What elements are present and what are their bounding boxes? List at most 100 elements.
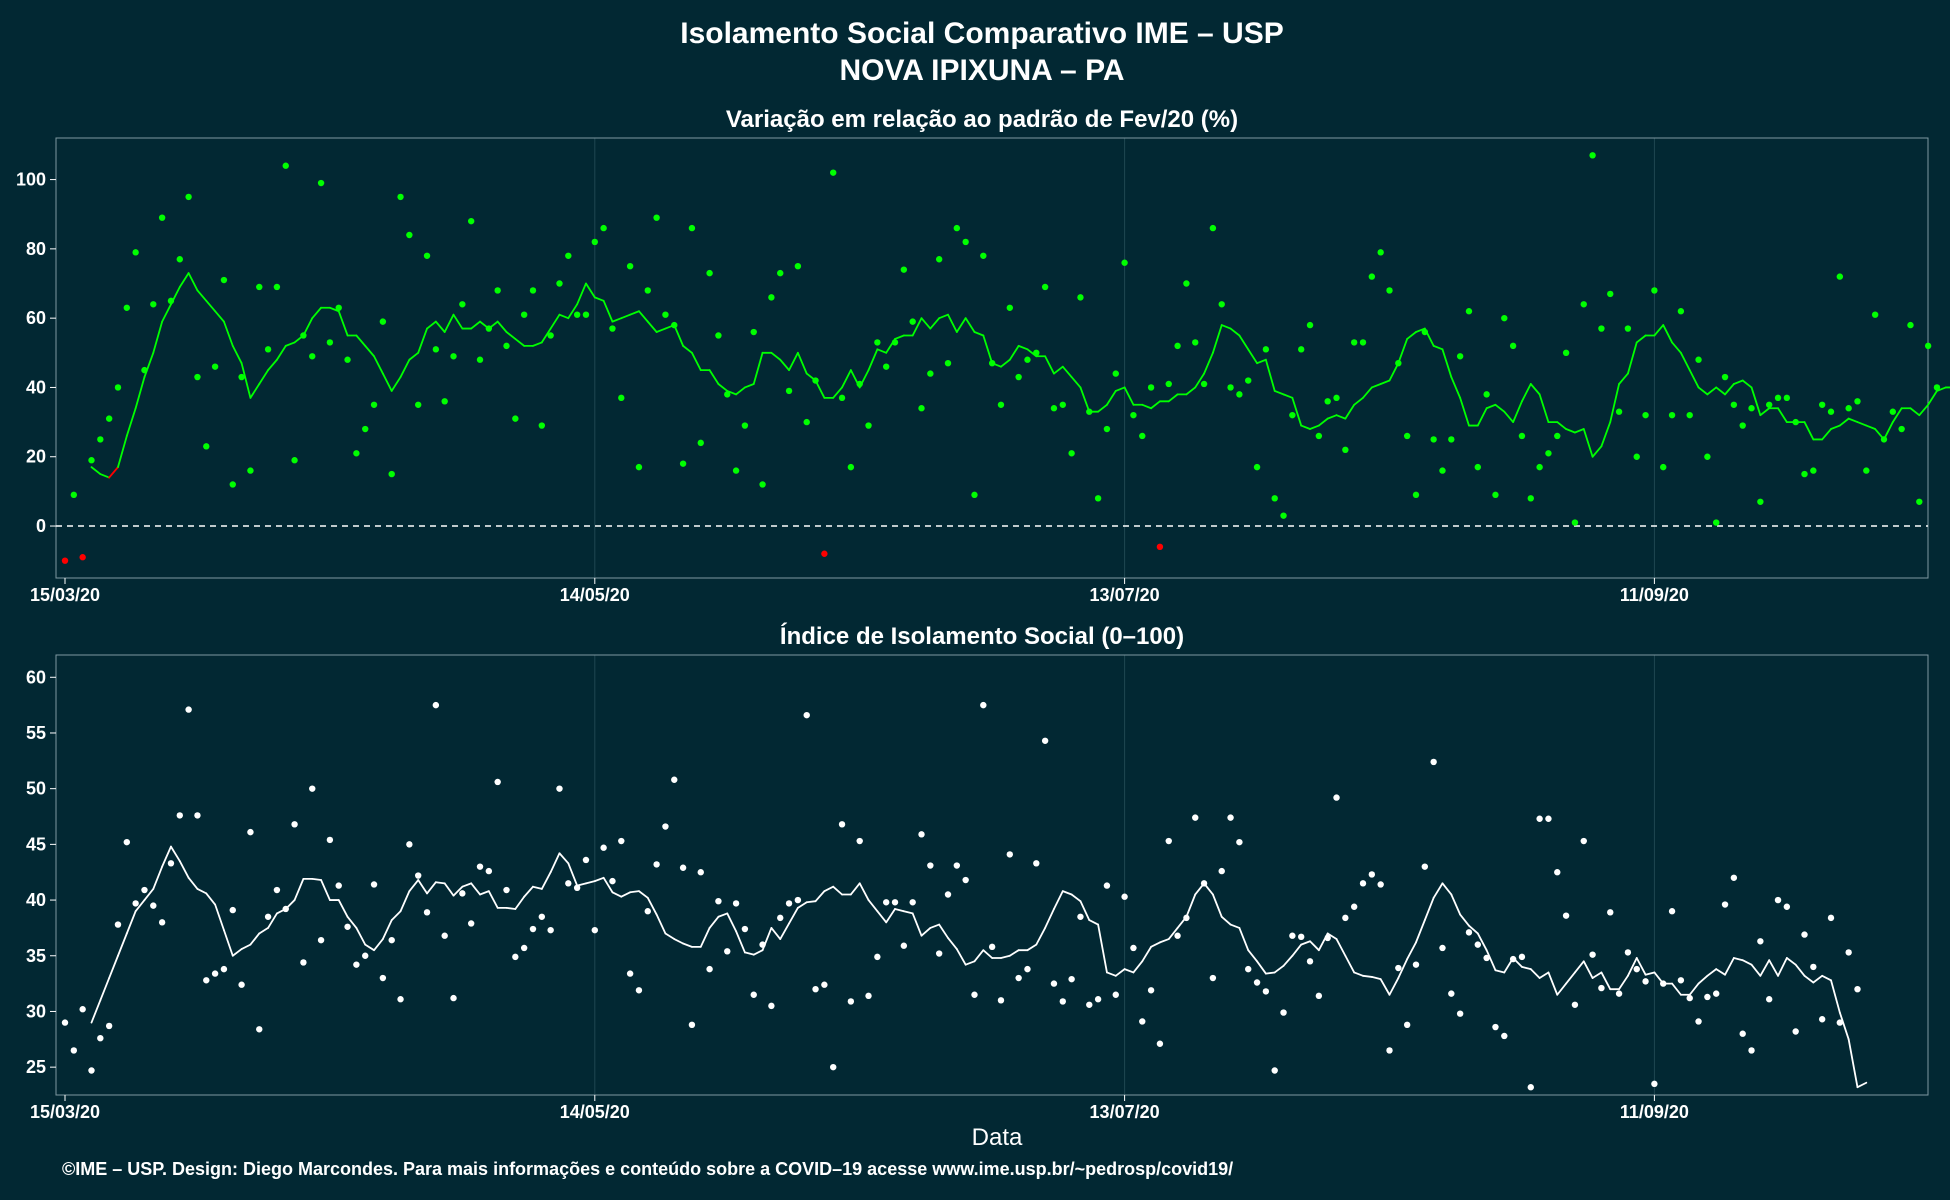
data-point bbox=[635, 987, 643, 994]
data-point bbox=[1342, 914, 1349, 922]
data-point bbox=[1377, 881, 1384, 888]
data-point bbox=[1589, 152, 1596, 159]
average-segment bbox=[1309, 424, 1320, 430]
data-point bbox=[1863, 467, 1870, 474]
average-segment bbox=[1803, 421, 1815, 441]
average-segment bbox=[117, 932, 128, 957]
data-point bbox=[679, 864, 687, 871]
data-point bbox=[724, 948, 731, 955]
data-point bbox=[1218, 301, 1225, 308]
data-point bbox=[362, 952, 369, 959]
average-segment bbox=[1635, 334, 1647, 344]
data-point bbox=[830, 169, 837, 176]
data-point bbox=[1474, 463, 1482, 471]
average-segment bbox=[1724, 383, 1735, 396]
data-point bbox=[1518, 432, 1526, 440]
data-point bbox=[1262, 988, 1270, 995]
average-segment bbox=[1309, 940, 1320, 952]
y-tick-label: 45 bbox=[26, 834, 46, 854]
x-tick-label: 11/09/20 bbox=[1620, 585, 1689, 605]
data-point bbox=[194, 373, 201, 381]
average-segment bbox=[1415, 919, 1426, 944]
data-point bbox=[1253, 463, 1261, 471]
average-segment bbox=[223, 320, 234, 347]
panel2-axes bbox=[50, 654, 1929, 1101]
average-segment bbox=[479, 890, 490, 896]
average-segment bbox=[1220, 324, 1232, 330]
average-segment bbox=[1273, 964, 1285, 974]
average-segment bbox=[187, 272, 199, 292]
data-point bbox=[1412, 961, 1420, 968]
average-segment bbox=[902, 910, 914, 915]
data-point bbox=[512, 953, 519, 961]
data-point bbox=[1827, 914, 1835, 922]
average-segment bbox=[1821, 428, 1832, 441]
average-segment bbox=[461, 882, 473, 888]
average-segment bbox=[894, 334, 905, 340]
data-point bbox=[503, 342, 510, 350]
average-segment bbox=[1150, 941, 1161, 948]
data-point bbox=[185, 706, 192, 713]
data-point bbox=[741, 422, 749, 429]
data-point bbox=[520, 311, 528, 318]
average-segment bbox=[1450, 893, 1462, 916]
average-segment bbox=[1406, 941, 1417, 961]
data-point bbox=[1854, 985, 1861, 993]
average-segment bbox=[284, 341, 296, 347]
data-point bbox=[759, 481, 766, 488]
average-segment bbox=[673, 324, 684, 347]
data-point bbox=[388, 470, 395, 478]
data-point bbox=[238, 981, 245, 988]
data-point bbox=[1624, 325, 1632, 332]
average-segment bbox=[1167, 927, 1179, 940]
average-segment bbox=[699, 927, 711, 948]
average-segment bbox=[1106, 390, 1117, 406]
data-point bbox=[1607, 909, 1614, 916]
average-segment bbox=[1335, 938, 1347, 957]
data-point bbox=[362, 425, 369, 433]
average-segment bbox=[1008, 949, 1020, 957]
data-point bbox=[891, 899, 899, 906]
data-point bbox=[1509, 955, 1517, 963]
data-point bbox=[247, 467, 254, 474]
data-point bbox=[1033, 860, 1040, 867]
average-segment bbox=[205, 299, 217, 313]
average-segment bbox=[1785, 957, 1797, 966]
average-segment bbox=[90, 999, 102, 1024]
figure-subtitle: NOVA IPIXUNA – PA bbox=[839, 54, 1124, 87]
data-point bbox=[1059, 401, 1066, 408]
average-segment bbox=[638, 890, 649, 899]
average-segment bbox=[1185, 893, 1197, 918]
average-segment bbox=[1000, 358, 1011, 368]
data-point bbox=[256, 1026, 263, 1033]
panel-border bbox=[55, 137, 1929, 579]
data-point bbox=[927, 370, 934, 377]
average-segment bbox=[1344, 954, 1356, 974]
data-point bbox=[1006, 304, 1014, 311]
data-point bbox=[1200, 380, 1208, 388]
average-segment bbox=[532, 341, 543, 347]
average-segment bbox=[1936, 386, 1947, 392]
data-point bbox=[1403, 1021, 1411, 1029]
data-point bbox=[759, 941, 766, 948]
average-segment bbox=[514, 338, 526, 347]
average-segment bbox=[1838, 1011, 1850, 1041]
average-segment bbox=[1706, 968, 1718, 977]
data-point bbox=[529, 925, 537, 933]
average-segment bbox=[328, 306, 340, 313]
average-segment bbox=[1238, 927, 1250, 952]
data-point bbox=[732, 467, 740, 474]
average-segment bbox=[178, 272, 190, 288]
data-point bbox=[538, 913, 546, 920]
average-segment bbox=[231, 948, 243, 957]
average-segment bbox=[1291, 943, 1303, 957]
average-segment bbox=[1335, 414, 1347, 420]
average-segment bbox=[170, 845, 181, 862]
data-point bbox=[1174, 932, 1181, 939]
data-point bbox=[1571, 519, 1579, 526]
data-point bbox=[1898, 425, 1905, 433]
data-point bbox=[1050, 405, 1058, 412]
average-segment bbox=[1256, 358, 1267, 365]
average-segment bbox=[673, 938, 684, 945]
average-segment bbox=[470, 882, 481, 896]
